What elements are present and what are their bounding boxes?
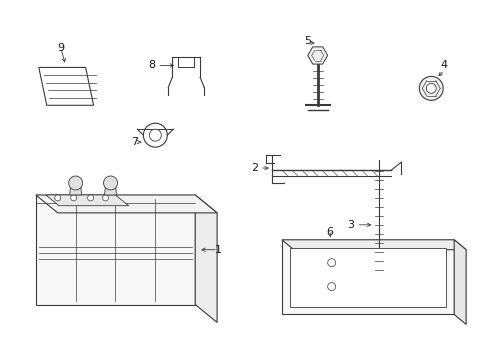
Text: 3: 3 <box>347 220 354 230</box>
Polygon shape <box>104 185 116 195</box>
Circle shape <box>327 259 335 267</box>
Text: 4: 4 <box>440 60 447 71</box>
Circle shape <box>102 195 108 201</box>
Polygon shape <box>289 248 446 306</box>
Polygon shape <box>281 240 465 250</box>
Text: 7: 7 <box>131 137 138 147</box>
Polygon shape <box>39 67 93 105</box>
Circle shape <box>149 129 161 141</box>
Polygon shape <box>36 195 195 305</box>
Circle shape <box>426 84 435 93</box>
Polygon shape <box>281 240 453 315</box>
Polygon shape <box>69 185 81 195</box>
Polygon shape <box>453 240 465 324</box>
Circle shape <box>87 195 93 201</box>
Circle shape <box>55 195 61 201</box>
Polygon shape <box>36 195 217 213</box>
Text: 1: 1 <box>214 245 221 255</box>
Circle shape <box>103 176 117 190</box>
Circle shape <box>68 176 82 190</box>
Text: 6: 6 <box>325 227 332 237</box>
Text: 2: 2 <box>250 163 258 173</box>
Polygon shape <box>46 195 128 206</box>
Circle shape <box>71 195 77 201</box>
Circle shape <box>143 123 167 147</box>
Text: 5: 5 <box>304 36 311 46</box>
Polygon shape <box>307 47 327 64</box>
Polygon shape <box>195 195 217 323</box>
Text: 9: 9 <box>57 42 64 53</box>
Text: 8: 8 <box>148 60 155 71</box>
Circle shape <box>419 76 442 100</box>
Circle shape <box>327 283 335 291</box>
